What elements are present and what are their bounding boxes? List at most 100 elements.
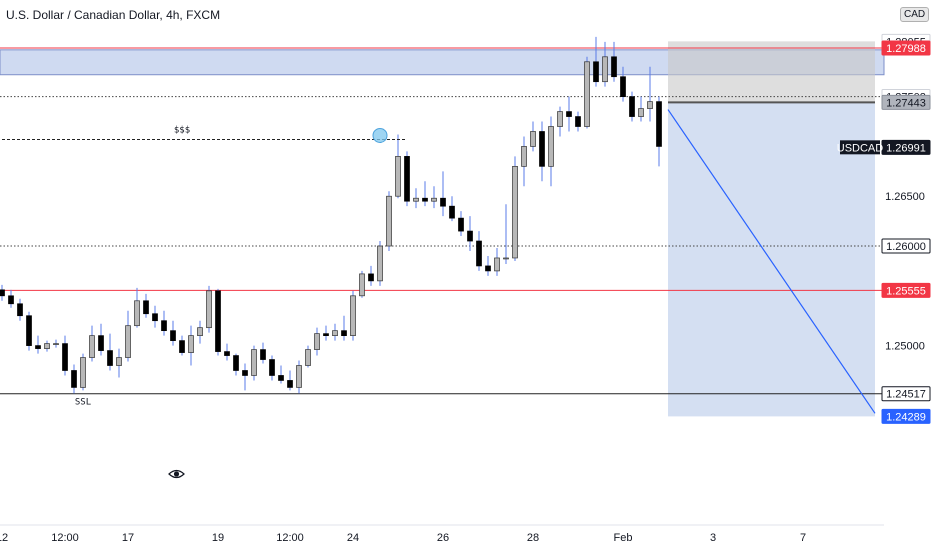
- candle-down[interactable]: [233, 355, 239, 371]
- candle-up[interactable]: [638, 108, 644, 117]
- candle-down[interactable]: [143, 300, 149, 315]
- candle-down[interactable]: [620, 76, 626, 97]
- candle-down[interactable]: [35, 345, 41, 349]
- candle-down[interactable]: [566, 111, 572, 117]
- candle-up[interactable]: [530, 131, 536, 147]
- candle-up[interactable]: [134, 300, 140, 327]
- candle-down[interactable]: [98, 335, 104, 351]
- price-tag-value: 1.27443: [886, 97, 926, 109]
- candle-down[interactable]: [422, 197, 428, 202]
- candle-down[interactable]: [179, 340, 185, 353]
- x-tick-label: Feb: [614, 532, 633, 544]
- candle-up[interactable]: [206, 290, 212, 329]
- candle-down[interactable]: [269, 359, 275, 376]
- candle-down[interactable]: [656, 101, 662, 147]
- candle-up[interactable]: [89, 335, 95, 358]
- candle-up[interactable]: [602, 56, 608, 83]
- candle-down[interactable]: [287, 380, 293, 388]
- candle-down[interactable]: [368, 273, 374, 282]
- liquidity-marker[interactable]: [372, 127, 388, 143]
- y-tick-label: 1.26500: [885, 191, 925, 203]
- price-tag[interactable]: [881, 139, 931, 155]
- candle-down[interactable]: [0, 289, 5, 297]
- candle-down[interactable]: [575, 116, 581, 127]
- x-tick-label: 28: [527, 532, 539, 544]
- candle-up[interactable]: [116, 357, 122, 366]
- candle-down[interactable]: [476, 240, 482, 267]
- projection-line[interactable]: [667, 109, 876, 414]
- price-tag[interactable]: [881, 40, 931, 56]
- candle-down[interactable]: [485, 265, 491, 272]
- candle-up[interactable]: [197, 327, 203, 336]
- candle-up[interactable]: [332, 330, 338, 336]
- price-tag[interactable]: [881, 238, 931, 254]
- candle-down[interactable]: [71, 370, 77, 388]
- candle-down[interactable]: [260, 349, 266, 360]
- candle-up[interactable]: [395, 156, 401, 197]
- candle-up[interactable]: [350, 295, 356, 336]
- candle-down[interactable]: [26, 315, 32, 346]
- candle-down[interactable]: [161, 320, 167, 332]
- candle-up[interactable]: [494, 257, 500, 272]
- target-zone[interactable]: [668, 102, 875, 417]
- candle-down[interactable]: [458, 217, 464, 232]
- candle-up[interactable]: [314, 333, 320, 350]
- candle-up[interactable]: [125, 325, 131, 358]
- stop-zone[interactable]: [668, 41, 875, 103]
- candle-down[interactable]: [449, 205, 455, 219]
- price-tag[interactable]: [881, 408, 931, 424]
- candle-up[interactable]: [296, 365, 302, 388]
- symbol-tag[interactable]: [840, 140, 880, 155]
- candle-up[interactable]: [305, 349, 311, 366]
- candle-up[interactable]: [557, 111, 563, 127]
- candle-down[interactable]: [152, 313, 158, 322]
- candle-up[interactable]: [377, 245, 383, 282]
- candle-up[interactable]: [512, 165, 518, 259]
- candle-down[interactable]: [8, 295, 14, 305]
- zones-layer: [0, 41, 885, 417]
- candle-down[interactable]: [215, 290, 221, 352]
- candle-up[interactable]: [44, 343, 50, 349]
- candle-up[interactable]: [548, 126, 554, 167]
- candle-up[interactable]: [431, 197, 437, 202]
- candle-up[interactable]: [386, 195, 392, 247]
- candle-down[interactable]: [341, 330, 347, 336]
- candle-down[interactable]: [629, 96, 635, 117]
- candle-up[interactable]: [521, 146, 527, 167]
- candle-up[interactable]: [80, 357, 86, 388]
- candle-up[interactable]: [584, 61, 590, 127]
- candle-down[interactable]: [440, 197, 446, 207]
- candle-down[interactable]: [404, 156, 410, 202]
- candle-down[interactable]: [62, 343, 68, 371]
- candle-up[interactable]: [413, 197, 419, 202]
- price-tag[interactable]: [881, 386, 931, 402]
- candle-down[interactable]: [323, 333, 329, 336]
- candle-down[interactable]: [224, 351, 230, 356]
- candle-up[interactable]: [188, 335, 194, 353]
- eye-icon[interactable]: [168, 468, 185, 480]
- candle-up[interactable]: [359, 273, 365, 297]
- ssl-label: SSL: [75, 397, 91, 407]
- candle-down[interactable]: [170, 330, 176, 341]
- price-tag[interactable]: [881, 282, 931, 298]
- candle-up[interactable]: [503, 257, 509, 260]
- candle-down[interactable]: [242, 370, 248, 376]
- candle-down[interactable]: [467, 230, 473, 242]
- price-tag-value: 1.26000: [886, 241, 926, 253]
- price-tag[interactable]: [881, 94, 931, 110]
- candle-down[interactable]: [611, 56, 617, 78]
- candle-up[interactable]: [53, 343, 59, 345]
- candle-down[interactable]: [593, 61, 599, 83]
- candle-down[interactable]: [17, 303, 23, 317]
- candle-up[interactable]: [251, 349, 257, 376]
- x-tick-label: 26: [437, 532, 449, 544]
- currency-badge[interactable]: CAD: [900, 7, 930, 22]
- candles-layer: [0, 36, 662, 394]
- candle-down[interactable]: [278, 375, 284, 381]
- candle-up[interactable]: [647, 101, 653, 109]
- candle-down[interactable]: [107, 350, 113, 366]
- candle-down[interactable]: [539, 131, 545, 167]
- x-tick-label: 7: [800, 532, 806, 544]
